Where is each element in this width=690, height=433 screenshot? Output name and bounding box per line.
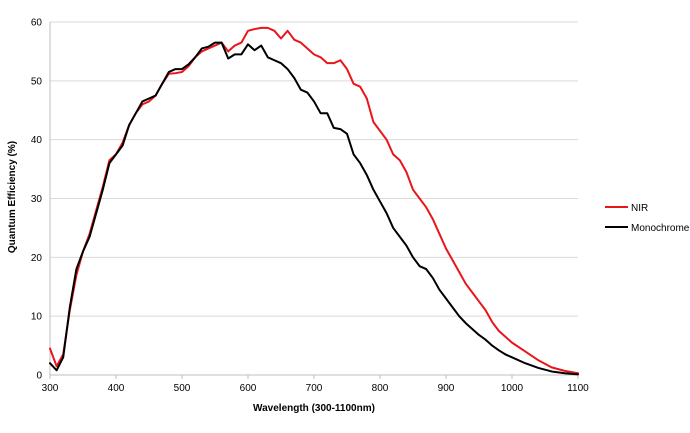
- y-tick-label: 50: [31, 76, 43, 87]
- x-tick-label: 900: [438, 383, 455, 394]
- grid-layer: [50, 21, 578, 317]
- legend: NIR Monochrome: [605, 203, 690, 234]
- x-tick-label: 600: [240, 383, 257, 394]
- x-tick-label: 1100: [567, 383, 589, 394]
- series-layer: [49, 26, 579, 376]
- legend-label-monochrome: Monochrome: [631, 223, 690, 234]
- x-tick-label: 400: [108, 383, 125, 394]
- x-tick-label: 300: [42, 383, 59, 394]
- y-tick-label: 60: [31, 18, 43, 29]
- x-tick-label: 500: [174, 383, 191, 394]
- x-tick-label: 700: [306, 383, 323, 394]
- series-line-monochrome: [49, 41, 579, 376]
- y-tick-label: 40: [31, 135, 43, 146]
- legend-label-nir: NIR: [631, 203, 648, 214]
- y-tick-label: 10: [31, 312, 43, 323]
- y-tick-label: 20: [31, 253, 43, 264]
- label-layer: 0 10 20 30 40 50 60 300 400 500 600 700 800 900 1000 11…: [31, 18, 589, 395]
- x-axis-title: Wavelength (300-1100nm): [253, 403, 375, 414]
- y-tick-label: 0: [36, 371, 42, 382]
- x-tick-label: 1000: [501, 383, 524, 394]
- x-tick-label: 800: [372, 383, 389, 394]
- axis-layer: [49, 22, 579, 379]
- y-tick-label: 30: [31, 194, 43, 205]
- y-axis-title: Quantum Efficiency (%): [7, 141, 18, 253]
- series-line-nir: [49, 26, 579, 375]
